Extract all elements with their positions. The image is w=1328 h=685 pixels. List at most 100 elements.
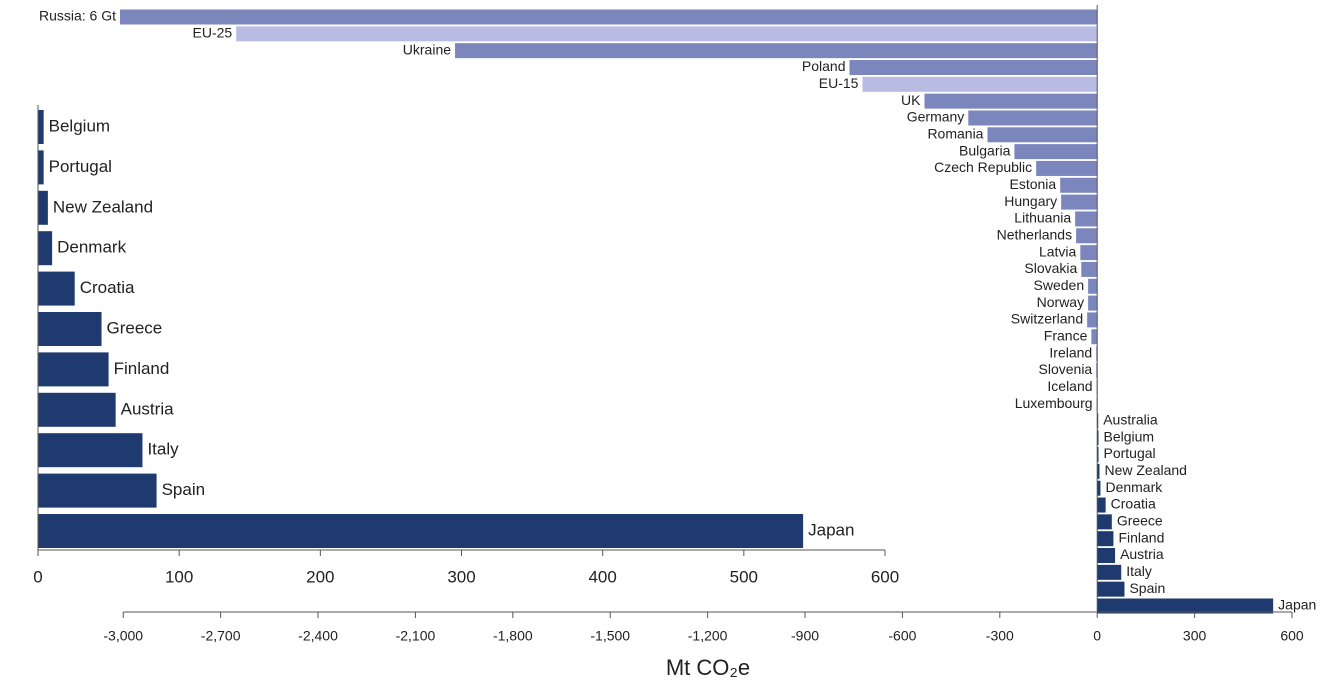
bar-label: Ukraine	[403, 41, 451, 57]
bar-label: Czech Republic	[934, 159, 1032, 175]
x-tick-label: 0	[1093, 628, 1101, 644]
bar	[1097, 531, 1114, 547]
bar	[1091, 329, 1098, 345]
x-tick-label: 100	[165, 567, 193, 586]
bar	[1087, 312, 1098, 328]
bar-label: EU-15	[819, 75, 859, 91]
bar-label: Lithuania	[1014, 210, 1071, 226]
bar-label: Austria	[1120, 546, 1164, 562]
x-tick-label: 600	[871, 567, 899, 586]
bar	[38, 190, 48, 225]
bar-label: New Zealand	[53, 197, 153, 216]
bar	[38, 150, 44, 185]
bar-label: Portugal	[1104, 445, 1156, 461]
bar	[1097, 548, 1116, 564]
bar-label: Slovakia	[1024, 260, 1077, 276]
x-axis-title: Mt CO₂e	[666, 655, 750, 680]
bar	[1097, 598, 1274, 614]
x-tick-label: -300	[986, 628, 1014, 644]
bar	[38, 433, 143, 468]
bar-label: New Zealand	[1104, 462, 1187, 478]
bar-label: Portugal	[49, 157, 112, 176]
bar	[38, 352, 109, 387]
x-tick-label: -900	[791, 628, 819, 644]
bar-label: Spain	[162, 480, 205, 499]
bar	[38, 231, 53, 266]
bar-label: Spain	[1129, 580, 1165, 596]
bar-label: Russia: 6 Gt	[39, 8, 116, 24]
bar-label: Finland	[1118, 529, 1164, 545]
bar	[455, 43, 1098, 59]
bar-label: Poland	[802, 58, 846, 74]
bar	[1097, 480, 1101, 496]
x-tick-label: 600	[1280, 628, 1304, 644]
bar-label: Finland	[114, 359, 170, 378]
bar	[1036, 160, 1098, 176]
bar-label: Estonia	[1009, 176, 1056, 192]
bar-label: Denmark	[57, 238, 126, 257]
bar-label: Italy	[1126, 563, 1152, 579]
bar	[1088, 278, 1098, 294]
bar	[38, 473, 157, 508]
bar	[236, 26, 1098, 42]
x-tick-label: -2,700	[201, 628, 241, 644]
bar-label: Germany	[907, 109, 965, 125]
bar-label: Greece	[107, 318, 163, 337]
bar-label: UK	[901, 92, 921, 108]
bar-label: Belgium	[49, 116, 110, 135]
bar-label: Hungary	[1004, 193, 1057, 209]
bar-label: Ireland	[1049, 344, 1092, 360]
bar	[1097, 447, 1099, 463]
bar	[38, 271, 75, 306]
bar-label: Croatia	[80, 278, 135, 297]
bar	[1081, 261, 1098, 277]
bar	[924, 93, 1098, 109]
bar-label: Latvia	[1039, 243, 1077, 259]
bar-label: Australia	[1103, 412, 1158, 428]
x-tick-label: 400	[588, 567, 616, 586]
bar	[120, 9, 1098, 25]
x-tick-label: -2,400	[298, 628, 338, 644]
bar	[849, 59, 1098, 75]
x-tick-label: 0	[33, 567, 42, 586]
bar-label: Austria	[121, 399, 174, 418]
x-tick-label: -600	[888, 628, 916, 644]
x-tick-label: -1,500	[590, 628, 630, 644]
x-tick-label: 200	[306, 567, 334, 586]
bar-label: Denmark	[1105, 479, 1163, 495]
bar-label: Switzerland	[1011, 311, 1083, 327]
bar	[1060, 177, 1098, 193]
bar	[1097, 581, 1125, 597]
bar-label: Sweden	[1034, 277, 1085, 293]
bar-label: Romania	[927, 126, 983, 142]
bar	[1097, 463, 1100, 479]
bar-label: Netherlands	[997, 226, 1073, 242]
bar	[1088, 295, 1098, 311]
bar-label: Japan	[808, 520, 854, 539]
bar-label: EU-25	[193, 25, 233, 41]
x-tick-label: -1,800	[493, 628, 533, 644]
x-tick-label: 500	[730, 567, 758, 586]
bar	[1014, 144, 1098, 160]
bar-label: Slovenia	[1039, 361, 1093, 377]
bar	[1080, 245, 1098, 261]
x-tick-label: 300	[447, 567, 475, 586]
bar-label: Greece	[1117, 513, 1163, 529]
bar-label: Italy	[147, 440, 179, 459]
bar	[968, 110, 1098, 126]
bar	[1097, 514, 1112, 530]
bar-label: Japan	[1278, 597, 1316, 613]
bar	[1097, 497, 1106, 513]
bar	[1061, 194, 1098, 210]
bar	[38, 312, 102, 346]
bar	[862, 76, 1098, 92]
bar	[38, 392, 116, 427]
bar	[1075, 211, 1098, 227]
bar-label: Bulgaria	[959, 142, 1011, 158]
bar-label: Croatia	[1111, 496, 1156, 512]
x-tick-label: -3,000	[103, 628, 143, 644]
x-tick-label: -1,200	[688, 628, 728, 644]
bar	[1097, 430, 1099, 446]
bar	[38, 514, 804, 548]
